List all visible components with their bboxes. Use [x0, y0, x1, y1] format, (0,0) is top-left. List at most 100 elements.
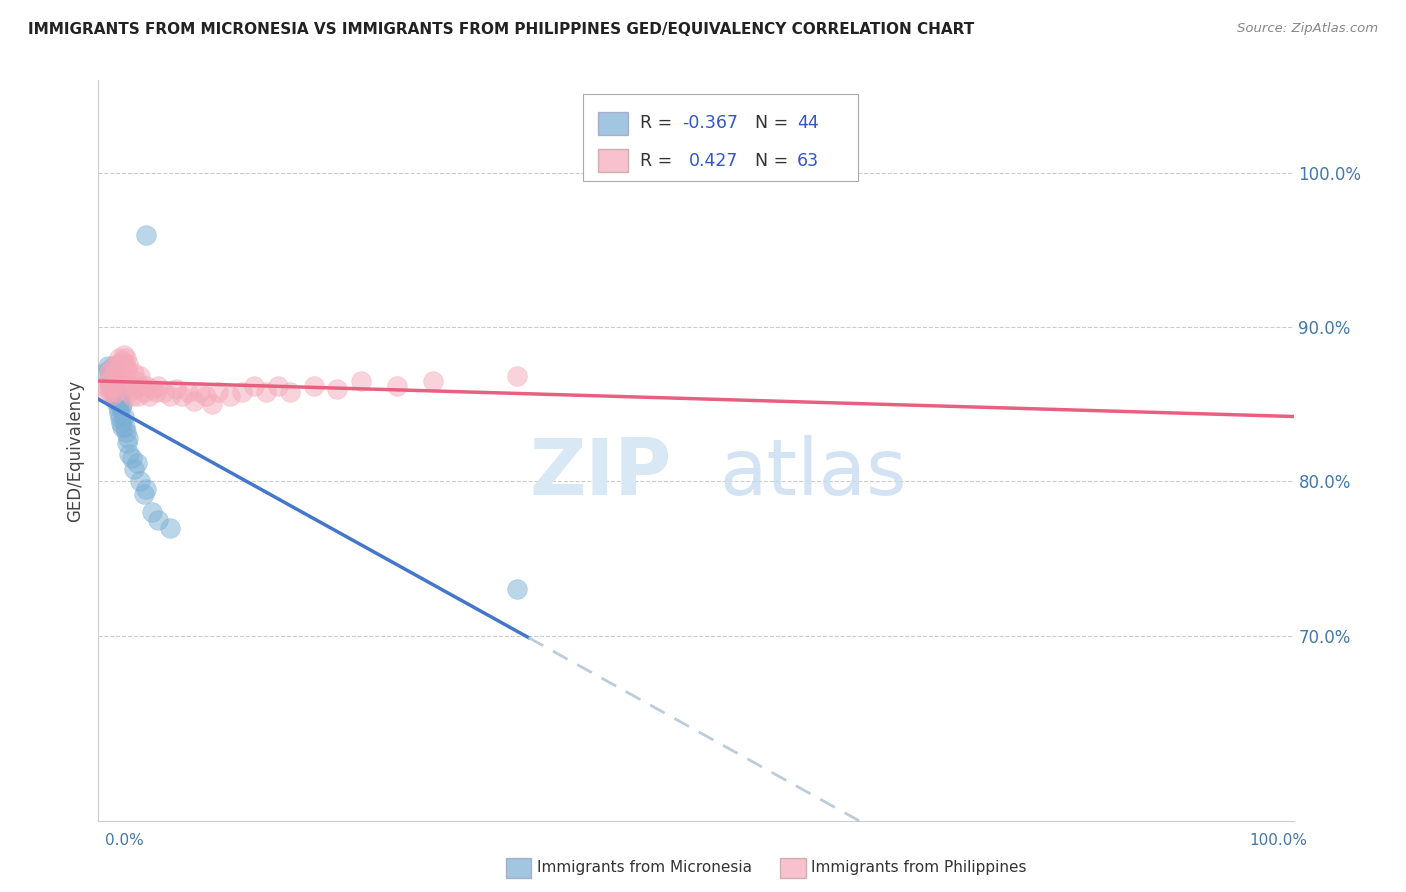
Point [188, 384, 211, 399]
Point [107, 401, 129, 415]
Point [115, 425, 138, 439]
Point [104, 378, 127, 392]
Point [145, 384, 167, 399]
Point [125, 456, 148, 470]
Point [128, 378, 150, 392]
Point [207, 384, 229, 399]
Point [254, 384, 277, 399]
Y-axis label: GED/Equivalency: GED/Equivalency [66, 379, 84, 522]
Point [111, 397, 134, 411]
Text: N =: N = [755, 152, 794, 169]
Point [115, 351, 138, 365]
Point [97, 374, 120, 388]
Point [117, 431, 139, 445]
Point [108, 411, 131, 425]
Point [105, 382, 128, 396]
Point [135, 227, 157, 242]
Point [98, 378, 122, 392]
Point [107, 351, 129, 365]
Text: Source: ZipAtlas.com: Source: ZipAtlas.com [1237, 22, 1378, 36]
Text: atlas: atlas [720, 434, 907, 511]
Point [350, 374, 373, 388]
Point [148, 378, 170, 392]
Point [97, 359, 120, 373]
Point [103, 378, 125, 392]
Point [100, 365, 122, 379]
Point [141, 382, 163, 396]
Point [110, 401, 132, 415]
Point [124, 382, 146, 396]
Point [195, 389, 218, 403]
Point [98, 367, 121, 381]
Point [159, 520, 181, 534]
Point [105, 394, 128, 409]
Point [101, 368, 124, 382]
Point [129, 475, 152, 489]
Point [121, 389, 143, 403]
Point [107, 406, 129, 420]
Point [103, 367, 125, 381]
Point [93, 367, 115, 381]
Point [98, 369, 122, 384]
Point [98, 363, 121, 377]
Point [124, 462, 146, 476]
Point [183, 394, 205, 409]
Text: 44: 44 [797, 114, 818, 132]
Point [278, 384, 301, 399]
Point [118, 446, 141, 460]
Text: N =: N = [755, 114, 794, 132]
Point [103, 359, 125, 373]
Point [124, 367, 146, 381]
Point [172, 389, 194, 403]
Point [385, 378, 409, 392]
Point [231, 384, 253, 399]
Point [129, 369, 152, 384]
Point [177, 384, 200, 399]
Point [302, 378, 325, 392]
Point [112, 348, 135, 362]
Point [101, 388, 124, 402]
Point [141, 505, 163, 519]
Point [111, 354, 134, 368]
Point [105, 374, 128, 388]
Point [108, 359, 131, 373]
Point [104, 367, 127, 381]
Text: -0.367: -0.367 [682, 114, 738, 132]
Text: 0.0%: 0.0% [105, 833, 145, 847]
Point [98, 384, 122, 399]
Text: 0.427: 0.427 [689, 152, 738, 169]
Text: IMMIGRANTS FROM MICRONESIA VS IMMIGRANTS FROM PHILIPPINES GED/EQUIVALENCY CORREL: IMMIGRANTS FROM MICRONESIA VS IMMIGRANTS… [28, 22, 974, 37]
Point [101, 359, 124, 373]
Point [101, 377, 124, 392]
Point [115, 435, 138, 450]
Point [100, 382, 122, 396]
Point [120, 378, 142, 392]
Point [108, 389, 131, 403]
Point [153, 384, 176, 399]
Point [165, 382, 187, 396]
Text: 100.0%: 100.0% [1250, 833, 1308, 847]
Point [132, 486, 155, 500]
Point [121, 451, 143, 466]
Point [326, 382, 349, 396]
Point [107, 367, 129, 381]
Point [110, 416, 132, 430]
Point [148, 513, 170, 527]
Point [103, 384, 125, 399]
Point [110, 363, 132, 377]
Point [114, 357, 136, 371]
Point [506, 582, 529, 597]
Point [267, 378, 290, 392]
Point [107, 386, 129, 401]
Text: ZIP: ZIP [530, 434, 672, 511]
Text: 63: 63 [797, 152, 820, 169]
Point [107, 395, 129, 409]
Text: R =: R = [640, 152, 678, 169]
Text: Immigrants from Philippines: Immigrants from Philippines [811, 860, 1026, 874]
Point [105, 384, 128, 399]
Point [135, 482, 157, 496]
Point [114, 420, 136, 434]
Text: R =: R = [640, 114, 678, 132]
Point [118, 384, 141, 399]
Point [112, 409, 135, 424]
